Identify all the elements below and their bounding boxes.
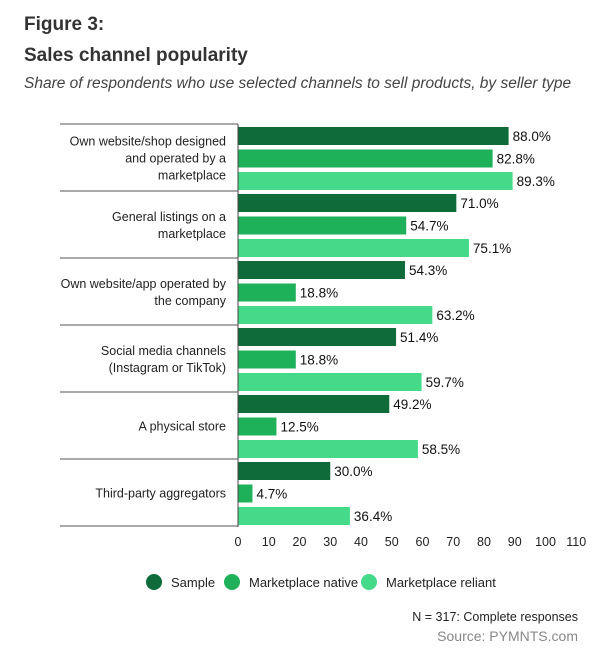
data-label: 71.0% [460,196,498,211]
bar [238,261,405,279]
bar [238,462,331,480]
category-label: Own website/shop designed [70,135,226,149]
x-tick-label: 80 [477,535,491,549]
legend-swatch-marketplace-native [224,574,240,590]
data-label: 12.5% [280,420,318,435]
data-label: 36.4% [354,509,392,524]
x-tick-label: 40 [354,535,368,549]
sample-size-note: N = 317: Complete responses [412,610,578,624]
bar [238,507,350,525]
source-credit: Source: PYMNTS.com [437,628,578,644]
category-label: General listings on a [112,210,226,224]
bar [238,328,397,346]
data-label: 88.0% [513,129,551,144]
bar [238,194,457,212]
data-label: 54.7% [410,219,448,234]
data-label: 18.8% [300,353,338,368]
legend-swatch-sample [146,574,162,590]
x-tick-label: 70 [446,535,460,549]
bar [238,440,418,458]
category-label: and operated by a [125,152,226,166]
data-label: 58.5% [422,442,460,457]
chart-subtitle: Share of respondents who use selected ch… [24,75,572,92]
x-tick-label: 60 [416,535,430,549]
x-tick-label: 90 [508,535,522,549]
category-label: (Instagram or TikTok) [109,361,226,375]
category-label: A physical store [138,420,226,434]
bar [238,216,407,235]
legend: Sample Marketplace native Marketplace re… [0,574,612,596]
category-label: Own website/app operated by [61,277,227,291]
legend-swatch-marketplace-reliant [361,574,377,590]
x-tick-label: 10 [262,535,276,549]
data-label: 49.2% [393,397,431,412]
data-label: 59.7% [426,375,464,390]
data-label: 89.3% [517,174,555,189]
category-label: Social media channels [101,344,226,358]
category-label: Third-party aggregators [95,487,226,501]
x-tick-label: 30 [323,535,337,549]
bar [238,149,493,168]
bar [238,350,296,369]
chart-title: Sales channel popularity [24,45,248,66]
bar [238,127,509,145]
data-label: 63.2% [436,308,474,323]
x-tick-label: 100 [535,535,556,549]
data-label: 18.8% [300,286,338,301]
x-tick-label: 20 [293,535,307,549]
legend-item-sample: Sample [146,574,215,590]
bar [238,306,433,324]
legend-item-marketplace-reliant: Marketplace reliant [361,574,496,590]
data-label: 75.1% [473,241,511,256]
bar-chart: Own website/shop designed and operated by… [60,123,586,549]
bar [238,373,422,391]
legend-label-marketplace-native: Marketplace native [249,574,359,590]
category-label: marketplace [158,227,226,241]
legend-item-marketplace-native: Marketplace native [224,574,358,590]
bar [238,417,277,436]
category-label: marketplace [158,169,226,183]
figure-label: Figure 3: [24,14,105,35]
x-tick-label: 110 [566,535,586,549]
data-label: 4.7% [256,487,287,502]
bar [238,283,296,302]
bar [238,172,513,190]
bar [238,484,253,503]
legend-label-sample: Sample [171,574,216,590]
data-label: 82.8% [497,152,535,167]
bar [238,395,390,413]
data-label: 30.0% [334,464,372,479]
data-label: 51.4% [400,330,438,345]
x-tick-label: 50 [385,535,399,549]
category-label: the company [154,294,226,308]
data-label: 54.3% [409,263,447,278]
x-tick-label: 0 [235,535,242,549]
legend-label-marketplace-reliant: Marketplace reliant [386,574,496,590]
bar [238,239,469,257]
